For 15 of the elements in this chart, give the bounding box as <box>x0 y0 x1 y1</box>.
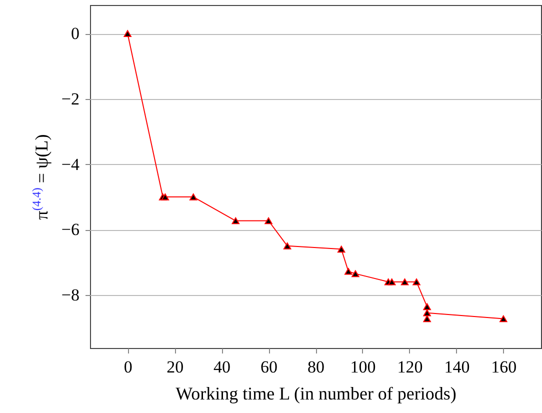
x-tick-label: 40 <box>214 358 231 376</box>
x-tick-label: 20 <box>166 358 184 376</box>
x-tick-label: 100 <box>350 358 376 376</box>
x-axis-title: Working time L (in number of periods) <box>176 384 456 404</box>
y-tick-label: −2 <box>61 89 80 108</box>
y-tick-label: 0 <box>71 24 80 44</box>
x-tick-label: 0 <box>124 358 132 376</box>
x-tick-label: 160 <box>491 358 517 376</box>
x-tick-label: 80 <box>308 358 324 376</box>
y-tick-label: −8 <box>61 285 80 304</box>
x-tick-label: 120 <box>397 358 423 376</box>
y-tick-label: −4 <box>61 154 80 174</box>
x-tick-label: 60 <box>260 358 278 376</box>
x-tick-label: 140 <box>444 358 470 376</box>
y-tick-label: −6 <box>61 220 80 240</box>
